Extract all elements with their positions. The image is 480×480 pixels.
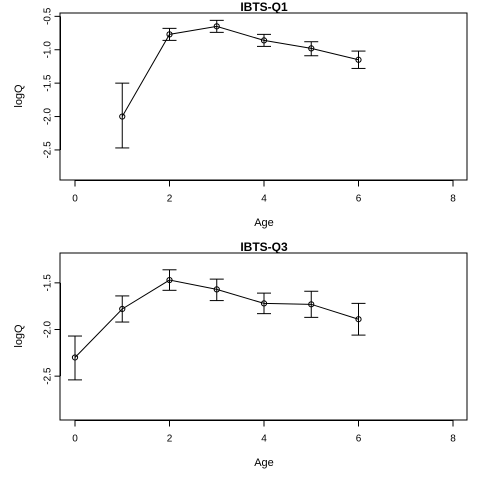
x-axis-label: Age <box>254 217 274 229</box>
data-point <box>213 23 220 30</box>
y-axis-label: logQ <box>13 324 25 348</box>
y-tick-label: -2.0 <box>43 320 54 338</box>
y-tick-label: -2.0 <box>43 107 54 125</box>
data-point <box>213 286 220 293</box>
data-point <box>355 56 362 63</box>
y-axis: -0.5 -1.0 -1.5 -2.0 -2.5 <box>43 7 61 159</box>
data-point <box>260 300 268 307</box>
panel-ibts-q3: IBTS-Q3 Age logQ 0 2 4 6 8 -1.5 -2.0 -2.5 <box>13 240 468 469</box>
y-axis: -1.5 -2.0 -2.5 <box>43 274 61 385</box>
series-marks <box>68 269 366 381</box>
x-tick-label: 2 <box>167 434 173 445</box>
y-tick-label: -0.5 <box>43 7 54 25</box>
x-tick-label: 8 <box>450 194 456 205</box>
data-point <box>166 276 173 284</box>
data-point <box>260 37 268 44</box>
x-axis: 0 2 4 6 8 <box>72 180 456 205</box>
chart-title: IBTS-Q3 <box>240 240 288 254</box>
plot-frame <box>59 252 468 421</box>
x-tick-label: 0 <box>72 194 78 205</box>
x-axis-label: Age <box>254 457 274 469</box>
x-tick-label: 2 <box>167 194 173 205</box>
x-tick-label: 8 <box>450 434 456 445</box>
y-tick-label: -1.5 <box>43 74 54 92</box>
x-tick-label: 0 <box>72 434 78 445</box>
series-line <box>121 25 359 117</box>
y-tick-label: -1.0 <box>43 41 54 59</box>
y-tick-label: -1.5 <box>43 274 54 292</box>
series-marks <box>115 19 366 149</box>
data-point <box>119 305 126 313</box>
x-axis: 0 2 4 6 8 <box>72 420 456 445</box>
data-point <box>308 45 315 52</box>
y-tick-label: -2.5 <box>43 141 54 159</box>
x-tick-label: 6 <box>356 434 362 445</box>
y-tick-label: -2.5 <box>43 367 54 385</box>
data-point <box>71 354 79 361</box>
x-tick-label: 4 <box>261 194 267 205</box>
data-point <box>166 31 173 38</box>
data-point <box>355 316 362 323</box>
data-point <box>119 113 126 120</box>
data-point <box>308 301 315 308</box>
chart-title: IBTS-Q1 <box>240 0 288 14</box>
y-axis-label: logQ <box>13 84 25 108</box>
x-tick-label: 6 <box>356 194 362 205</box>
x-tick-label: 4 <box>261 434 267 445</box>
